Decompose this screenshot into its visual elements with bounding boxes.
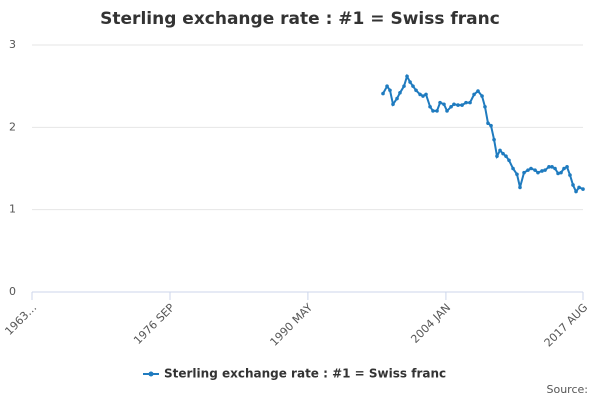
point — [504, 154, 508, 158]
point — [438, 100, 442, 105]
point — [568, 173, 572, 177]
point — [414, 88, 418, 93]
point — [381, 91, 385, 96]
point — [543, 168, 547, 172]
point — [526, 168, 530, 172]
point — [562, 166, 566, 171]
x-tick-label: 1990 MAY — [268, 301, 316, 349]
y-tick-label: 1 — [9, 203, 16, 216]
point — [456, 103, 460, 107]
point — [533, 168, 537, 172]
point — [431, 109, 435, 113]
y-tick-label: 0 — [9, 285, 16, 298]
point — [547, 165, 551, 169]
point — [536, 170, 540, 175]
point — [408, 80, 412, 84]
legend-marker — [148, 371, 154, 377]
x-tick-label: 2017 AUG — [542, 301, 591, 350]
point — [486, 121, 490, 126]
point — [577, 185, 581, 190]
point — [391, 102, 395, 107]
point — [498, 148, 502, 153]
point — [559, 170, 563, 175]
point — [483, 104, 487, 109]
point — [452, 102, 456, 107]
point — [424, 92, 428, 97]
point — [581, 187, 585, 191]
point — [540, 169, 544, 173]
x-tick-label: 2004 JAN — [408, 301, 453, 346]
point — [460, 103, 464, 107]
point — [464, 100, 468, 105]
point — [511, 166, 515, 171]
point — [385, 84, 389, 88]
point — [428, 104, 432, 109]
point — [574, 189, 578, 194]
point — [442, 102, 446, 107]
point — [421, 94, 425, 98]
point — [522, 170, 526, 175]
chart-title: Sterling exchange rate : #1 = Swiss fran… — [100, 9, 500, 29]
x-tick-label: 1976 SEP — [131, 301, 177, 347]
point — [435, 109, 439, 113]
point — [571, 183, 575, 187]
point — [468, 100, 472, 105]
legend-label: Sterling exchange rate : #1 = Swiss fran… — [164, 367, 446, 381]
point — [445, 109, 449, 113]
point — [411, 84, 415, 88]
point — [418, 92, 422, 97]
point — [529, 166, 533, 171]
point — [556, 171, 560, 176]
point — [501, 151, 505, 156]
point — [388, 88, 392, 93]
y-tick-label: 2 — [9, 120, 16, 133]
line — [382, 73, 584, 194]
point — [492, 137, 496, 142]
point — [480, 94, 484, 98]
point — [489, 123, 493, 128]
x-tick-label: 1963… — [2, 301, 39, 338]
point — [507, 158, 511, 163]
point — [395, 96, 399, 101]
point — [565, 165, 569, 169]
point — [449, 104, 453, 109]
source-label: Source: — [547, 383, 589, 396]
point — [550, 165, 554, 169]
point — [472, 92, 476, 97]
point — [476, 89, 480, 93]
point — [402, 84, 406, 88]
point — [405, 74, 409, 79]
point — [518, 185, 522, 190]
point — [553, 166, 557, 171]
point — [495, 154, 499, 158]
y-tick-label: 3 — [9, 38, 16, 51]
point — [515, 172, 519, 177]
point — [398, 90, 402, 95]
